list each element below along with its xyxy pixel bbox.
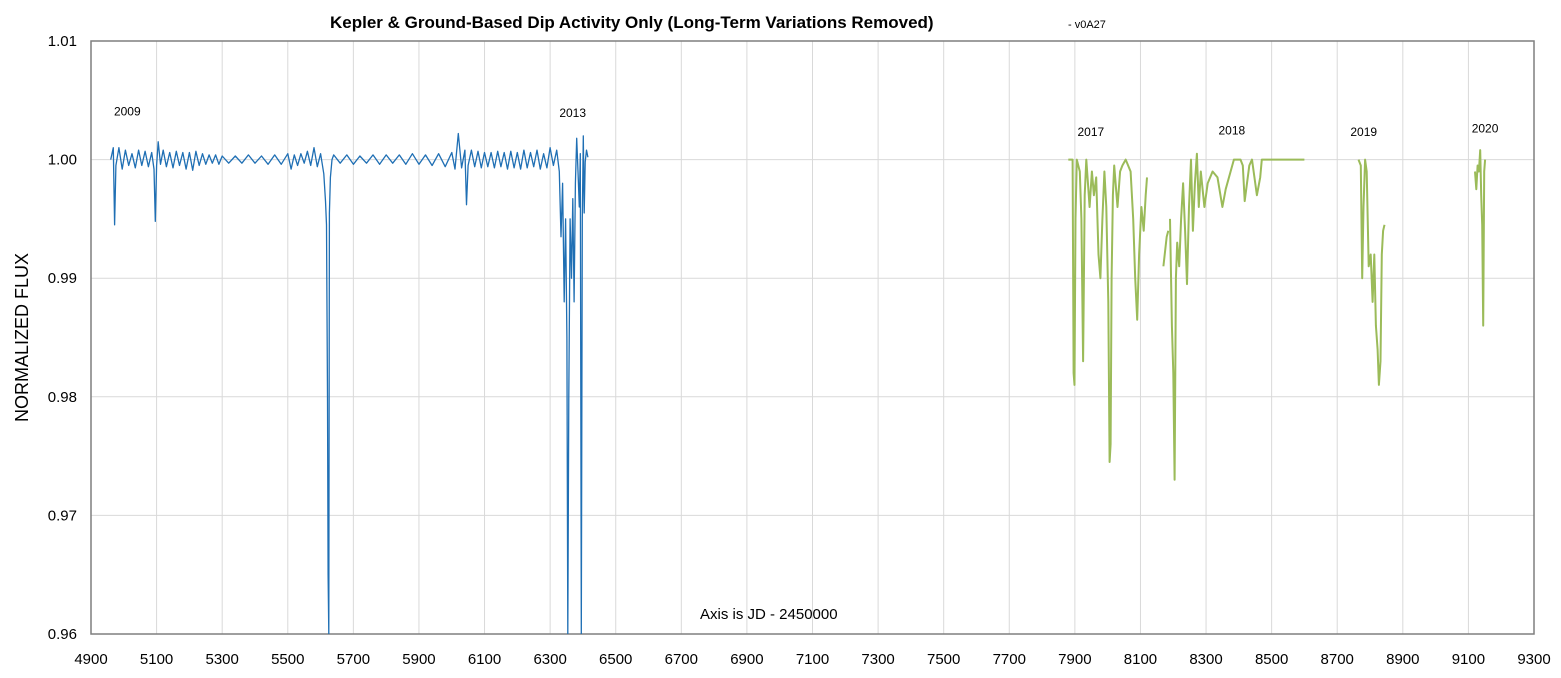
year-annotation: 2013 — [559, 106, 586, 120]
x-tick-label: 6500 — [599, 651, 632, 668]
year-annotation: 2009 — [114, 105, 141, 119]
x-tick-label: 8900 — [1386, 651, 1419, 668]
y-tick-label: 1.01 — [48, 33, 77, 50]
x-tick-label: 7100 — [796, 651, 829, 668]
year-annotation: 2020 — [1472, 121, 1499, 135]
x-tick-label: 5300 — [205, 651, 238, 668]
x-tick-label: 7500 — [927, 651, 960, 668]
x-tick-label: 7300 — [861, 651, 894, 668]
x-tick-label: 8700 — [1321, 651, 1354, 668]
y-tick-label: 0.98 — [48, 389, 77, 406]
chart-subtitle: - v0A27 — [1068, 19, 1106, 31]
series-line-3 — [1162, 230, 1170, 267]
y-axis-label: NORMALIZED FLUX — [12, 253, 32, 422]
x-tick-label: 5900 — [402, 651, 435, 668]
x-tick-label: 6700 — [665, 651, 698, 668]
series-layer — [110, 132, 1487, 634]
chart-title-group: Kepler & Ground-Based Dip Activity Only … — [330, 13, 1106, 32]
year-annotation: 2019 — [1350, 125, 1377, 139]
series-line-4 — [1169, 152, 1305, 481]
x-tick-label: 7900 — [1058, 651, 1091, 668]
year-annotations: 2009 2013 2017 2018 2019 2020 — [114, 105, 1499, 139]
y-tick-label: 0.97 — [48, 507, 77, 524]
year-annotation: 2018 — [1219, 124, 1246, 138]
x-tick-label: 6300 — [533, 651, 566, 668]
x-tick-label: 8100 — [1124, 651, 1157, 668]
x-tick-label: 8500 — [1255, 651, 1288, 668]
y-tick-label: 1.00 — [48, 152, 77, 169]
y-tick-label: 0.99 — [48, 270, 77, 287]
x-tick-label: 9300 — [1517, 651, 1550, 668]
series-line-5 — [1357, 158, 1386, 386]
year-annotation: 2017 — [1077, 125, 1104, 139]
x-axis-ticks: 4900 5100 5300 5500 5700 5900 6100 6300 6500 6700… — [74, 651, 1550, 668]
x-tick-label: 7700 — [993, 651, 1026, 668]
series-line-1 — [110, 132, 589, 634]
y-tick-label: 0.96 — [48, 626, 77, 643]
series-line-6 — [1474, 149, 1487, 327]
x-tick-label: 9100 — [1452, 651, 1485, 668]
series-line-2 — [1068, 158, 1148, 463]
x-tick-label: 4900 — [74, 651, 107, 668]
x-tick-label: 5700 — [337, 651, 370, 668]
grid-lines — [90, 40, 1535, 635]
plot-area-frame — [90, 40, 1535, 635]
y-axis-ticks: 0.96 0.97 0.98 0.99 1.00 1.01 — [48, 33, 77, 643]
x-axis-note: Axis is JD - 2450000 — [700, 606, 838, 623]
x-tick-label: 8300 — [1189, 651, 1222, 668]
chart-title: Kepler & Ground-Based Dip Activity Only … — [330, 13, 934, 32]
x-tick-label: 6900 — [730, 651, 763, 668]
x-tick-label: 5100 — [140, 651, 173, 668]
x-tick-label: 6100 — [468, 651, 501, 668]
x-tick-label: 5500 — [271, 651, 304, 668]
